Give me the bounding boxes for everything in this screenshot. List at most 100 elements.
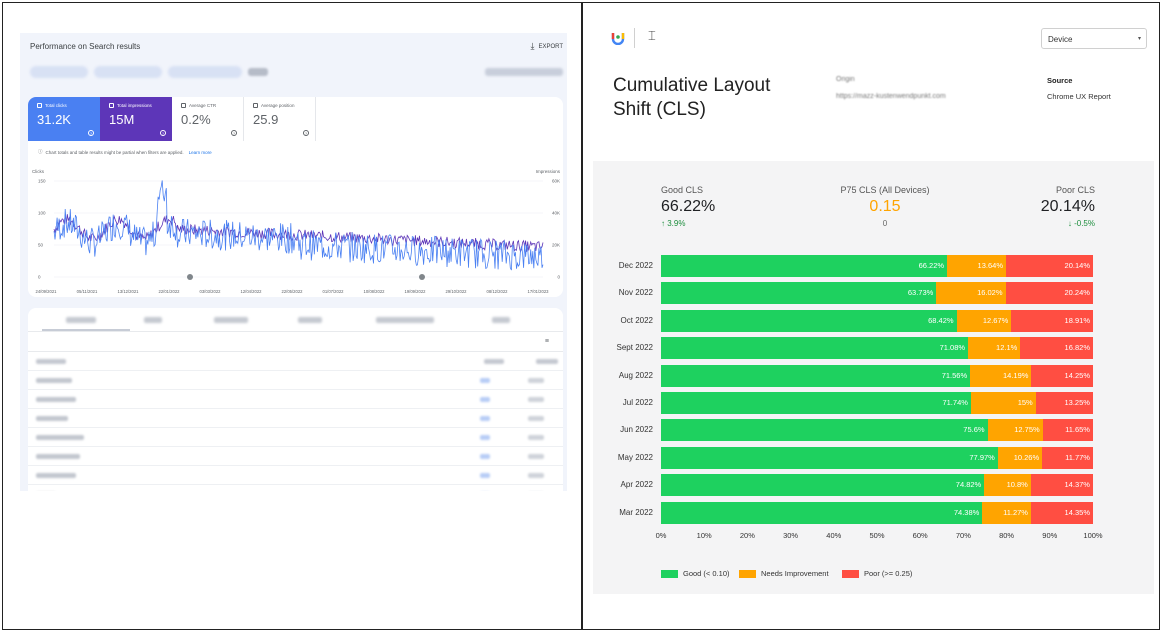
table-cell	[480, 435, 490, 440]
tab-pages[interactable]	[144, 317, 162, 323]
bar-segment-good[interactable]: 77.97%	[661, 446, 998, 469]
source-value: Chrome UX Report	[1047, 92, 1111, 101]
bar-category-label: Aug 2022	[618, 370, 653, 380]
filter-chip[interactable]	[94, 66, 162, 78]
learn-more-link[interactable]: Learn more	[188, 149, 212, 155]
table-header-row	[28, 352, 563, 371]
table-row[interactable]	[28, 409, 563, 428]
help-icon[interactable]: ?	[231, 130, 237, 136]
tab-countries[interactable]	[214, 317, 248, 323]
export-button[interactable]: ⤓ EXPORT	[530, 41, 563, 52]
bar-segment-poor[interactable]: 18.91%	[1011, 309, 1093, 332]
arrow-up-icon: ↑	[661, 219, 665, 228]
table-cell	[528, 473, 544, 478]
metric-total-impressions[interactable]: Total impressions 15M ?	[100, 97, 172, 141]
bar-segment-needs-improvement[interactable]: 10.8%	[984, 474, 1031, 497]
table-row[interactable]	[28, 447, 563, 466]
bar-segment-poor[interactable]: 11.77%	[1042, 446, 1093, 469]
device-select[interactable]: Device ▾	[1041, 28, 1147, 49]
bar-segment-needs-improvement[interactable]: 12.67%	[956, 309, 1012, 332]
active-tab-indicator	[42, 329, 130, 331]
bar-segment-needs-improvement[interactable]: 10.26%	[997, 446, 1043, 469]
bar-segment-poor[interactable]: 13.25%	[1035, 392, 1093, 414]
bar-segment-poor[interactable]: 14.35%	[1031, 501, 1093, 524]
text-cursor-icon[interactable]: ⌶	[648, 29, 656, 44]
delta-value: -0.5%	[1074, 219, 1095, 228]
table-row[interactable]	[28, 428, 563, 447]
bar-category-label: Nov 2022	[618, 288, 653, 298]
bar-segment-poor[interactable]: 20.14%	[1005, 255, 1093, 277]
bar-segment-poor[interactable]: 20.24%	[1005, 282, 1093, 305]
bar-segment-needs-improvement[interactable]: 15%	[970, 392, 1036, 414]
bar-segment-needs-improvement[interactable]: 14.19%	[970, 364, 1032, 387]
tab-dates[interactable]	[492, 317, 510, 323]
table-row[interactable]	[28, 466, 563, 485]
bar-segment-good[interactable]: 71.56%	[661, 364, 971, 387]
stat-label: P75 CLS (All Devices)	[840, 185, 930, 195]
bar-segment-needs-improvement[interactable]: 11.27%	[982, 501, 1031, 524]
filter-chip[interactable]	[30, 66, 88, 78]
bar-segment-good[interactable]: 74.38%	[661, 501, 983, 524]
bar-segment-needs-improvement[interactable]: 16.02%	[936, 282, 1006, 305]
new-filter-button[interactable]	[248, 68, 268, 76]
crux-logo-icon	[611, 33, 625, 45]
metric-value: 15M	[109, 112, 135, 127]
bar-segment-needs-improvement[interactable]: 13.64%	[947, 255, 1006, 277]
left-tick-label: 50	[38, 243, 44, 248]
metric-total-clicks[interactable]: Total clicks 31.2K ?	[28, 97, 100, 141]
checkbox-icon	[37, 103, 42, 108]
help-icon[interactable]: ?	[160, 130, 166, 136]
checkbox-icon	[109, 103, 114, 108]
bar-category-label: Sept 2022	[616, 343, 653, 353]
table-row[interactable]	[28, 485, 563, 491]
bar-segment-poor[interactable]: 16.82%	[1020, 337, 1093, 360]
bar-segment-poor[interactable]: 11.65%	[1042, 419, 1093, 442]
bar-segment-good[interactable]: 71.08%	[661, 337, 969, 360]
table-row[interactable]	[28, 371, 563, 390]
legend-good: Good (< 0.10)	[661, 569, 730, 578]
bar-segment-good[interactable]: 74.82%	[661, 474, 985, 497]
table-header-cell[interactable]	[536, 359, 558, 364]
bar-segment-good[interactable]: 66.22%	[661, 255, 948, 277]
bar-category-label: May 2022	[617, 452, 653, 462]
table-cell	[528, 378, 544, 383]
bar-segment-poor[interactable]: 14.25%	[1031, 364, 1093, 387]
help-icon[interactable]: ?	[303, 130, 309, 136]
left-tick-label: 150	[38, 179, 46, 184]
tab-search-appearance[interactable]	[376, 317, 434, 323]
x-tick-label: 50%	[869, 531, 885, 540]
legend-needs-improvement: Needs Improvement	[739, 569, 829, 578]
table-header-cell[interactable]	[484, 359, 504, 364]
bar-segment-good[interactable]: 71.74%	[661, 392, 971, 414]
bar-segment-good[interactable]: 75.6%	[661, 419, 988, 442]
filter-icon[interactable]: ≡	[544, 338, 549, 345]
bar-segment-needs-improvement[interactable]: 12.75%	[987, 419, 1043, 442]
table-cell	[528, 435, 544, 440]
bar-segment-good[interactable]: 63.73%	[661, 282, 937, 305]
table-header-cell[interactable]	[36, 359, 66, 364]
bar-segment-needs-improvement[interactable]: 12.1%	[968, 337, 1021, 360]
table-row[interactable]	[28, 390, 563, 409]
x-tick-label: 10%	[696, 531, 712, 540]
panel-divider	[581, 2, 583, 630]
tab-devices[interactable]	[298, 317, 322, 323]
help-icon[interactable]: ?	[88, 130, 94, 136]
annotation-marker	[419, 274, 425, 280]
x-tick-label: 22/05/2022	[282, 289, 304, 294]
tab-queries[interactable]	[66, 317, 96, 323]
table-cell	[36, 435, 84, 440]
stat-p75-cls: P75 CLS (All Devices) 0.15 0	[840, 185, 930, 228]
metric-average-ctr[interactable]: Average CTR 0.2% ?	[172, 97, 244, 141]
origin-url: https://mazz-kustenwendpunkt.com	[836, 93, 946, 100]
metric-average-position[interactable]: Average position 25.9 ?	[244, 97, 316, 141]
export-label: EXPORT	[538, 43, 563, 50]
bar-category-label: Dec 2022	[618, 261, 653, 270]
bar-segment-poor[interactable]: 14.37%	[1030, 474, 1093, 497]
table-cell	[480, 378, 490, 383]
metric-label: Average CTR	[189, 103, 217, 108]
x-tick-label: 30%	[783, 531, 799, 540]
table-filter-row: ≡	[28, 332, 563, 352]
table-cell	[528, 416, 544, 421]
bar-segment-good[interactable]: 68.42%	[661, 309, 957, 332]
filter-chip[interactable]	[168, 66, 242, 78]
